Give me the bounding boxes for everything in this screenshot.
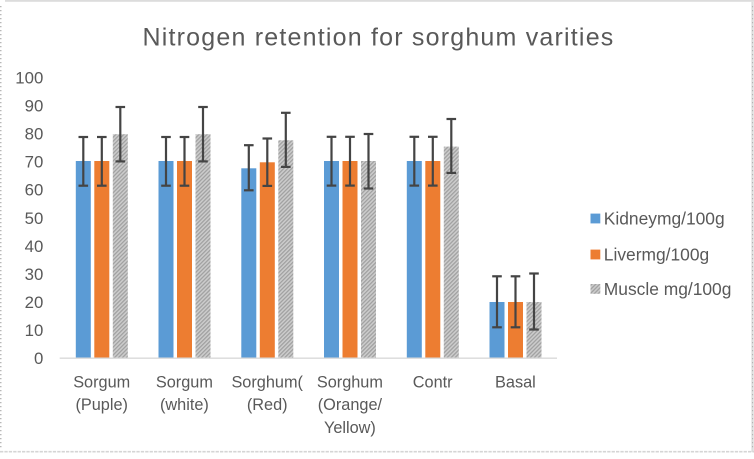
svg-text:Livermg/100g: Livermg/100g [604, 244, 709, 264]
svg-text:(Orange/: (Orange/ [318, 396, 383, 414]
svg-text:0: 0 [34, 349, 43, 368]
svg-text:Muscle mg/100g: Muscle mg/100g [604, 279, 732, 299]
svg-text:30: 30 [25, 265, 44, 284]
svg-text:Kidneymg/100g: Kidneymg/100g [604, 208, 725, 228]
svg-text:10: 10 [25, 321, 44, 340]
svg-text:Sorgum: Sorgum [73, 374, 130, 392]
svg-text:Yellow): Yellow) [324, 419, 376, 437]
svg-text:Nitrogen retention for sorghum: Nitrogen retention for sorghum varities [143, 23, 615, 51]
svg-text:Sorgum: Sorgum [156, 374, 213, 392]
svg-text:50: 50 [25, 209, 44, 228]
svg-text:90: 90 [25, 97, 44, 116]
svg-text:(white): (white) [160, 396, 209, 414]
svg-text:(Puple): (Puple) [75, 396, 128, 414]
svg-text:80: 80 [25, 125, 44, 144]
svg-text:Basal: Basal [495, 374, 536, 392]
svg-text:20: 20 [25, 293, 44, 312]
svg-text:70: 70 [25, 153, 44, 172]
svg-text:(Red): (Red) [247, 396, 288, 414]
svg-text:40: 40 [25, 237, 44, 256]
svg-text:Contr: Contr [413, 374, 453, 392]
svg-text:Sorghum(: Sorghum( [231, 374, 303, 392]
svg-text:100: 100 [15, 69, 43, 88]
svg-text:Sorghum: Sorghum [317, 374, 383, 392]
svg-text:60: 60 [25, 181, 44, 200]
